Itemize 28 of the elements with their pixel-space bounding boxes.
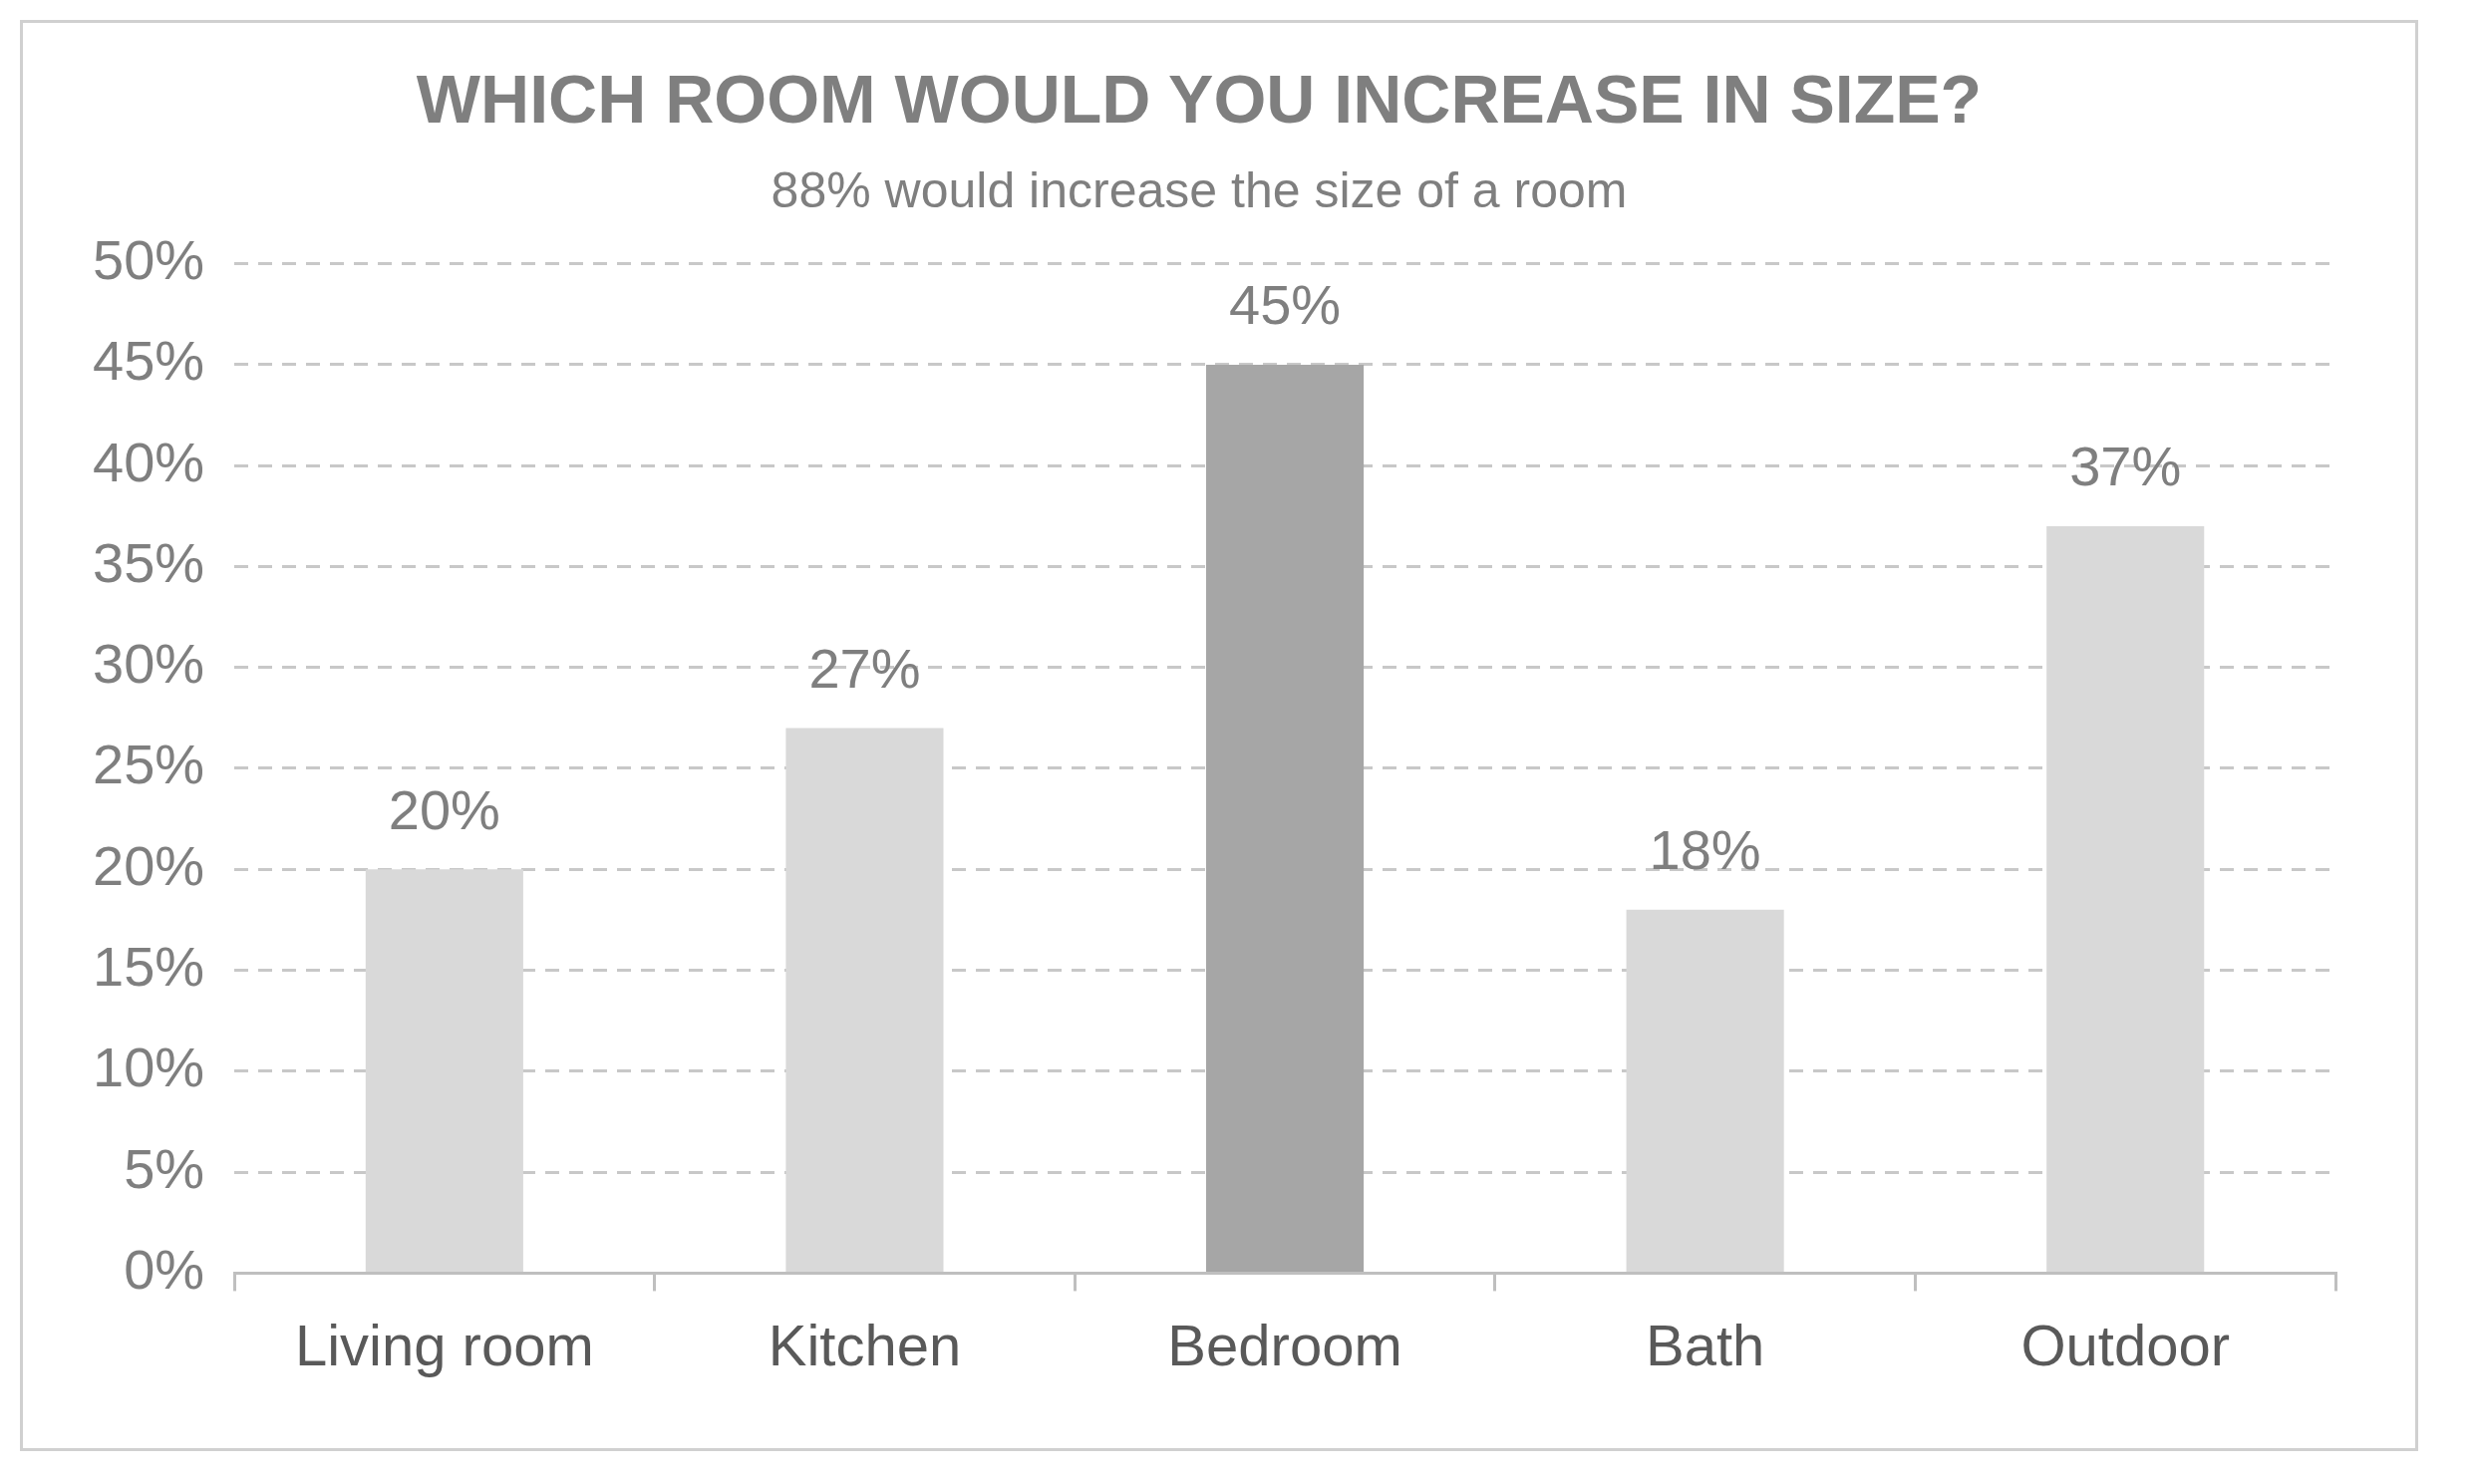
x-tick-label: Outdoor xyxy=(2020,1313,2230,1378)
data-label: 18% xyxy=(1649,818,1761,882)
data-label: 20% xyxy=(388,777,500,841)
y-tick-label: 40% xyxy=(92,430,205,493)
y-tick-label: 15% xyxy=(92,935,205,998)
y-tick-label: 35% xyxy=(92,530,205,594)
bar xyxy=(2046,525,2205,1272)
y-tick-label: 0% xyxy=(124,1237,205,1301)
chart-title: WHICH ROOM WOULD YOU INCREASE IN SIZE? xyxy=(416,60,1983,137)
y-tick-label: 45% xyxy=(92,329,205,393)
bar xyxy=(365,869,523,1272)
x-tick-label: Bedroom xyxy=(1167,1313,1402,1378)
chart-subtitle: 88% would increase the size of a room xyxy=(771,162,1628,219)
y-tick-label: 20% xyxy=(92,833,205,897)
data-label: 27% xyxy=(808,636,921,700)
y-tick-label: 10% xyxy=(92,1036,205,1099)
data-label: 37% xyxy=(2069,435,2182,498)
x-tick-label: Bath xyxy=(1645,1313,1765,1378)
x-tick-label: Kitchen xyxy=(768,1313,962,1378)
y-tick-label: 30% xyxy=(92,632,205,696)
y-tick-label: 5% xyxy=(124,1136,205,1200)
bar xyxy=(785,728,944,1272)
x-tick-label: Living room xyxy=(294,1313,594,1378)
data-label: 45% xyxy=(1228,273,1342,337)
bar xyxy=(1205,364,1365,1272)
y-tick-label: 25% xyxy=(92,733,205,796)
bar xyxy=(1626,909,1784,1272)
y-tick-label: 50% xyxy=(92,228,205,292)
